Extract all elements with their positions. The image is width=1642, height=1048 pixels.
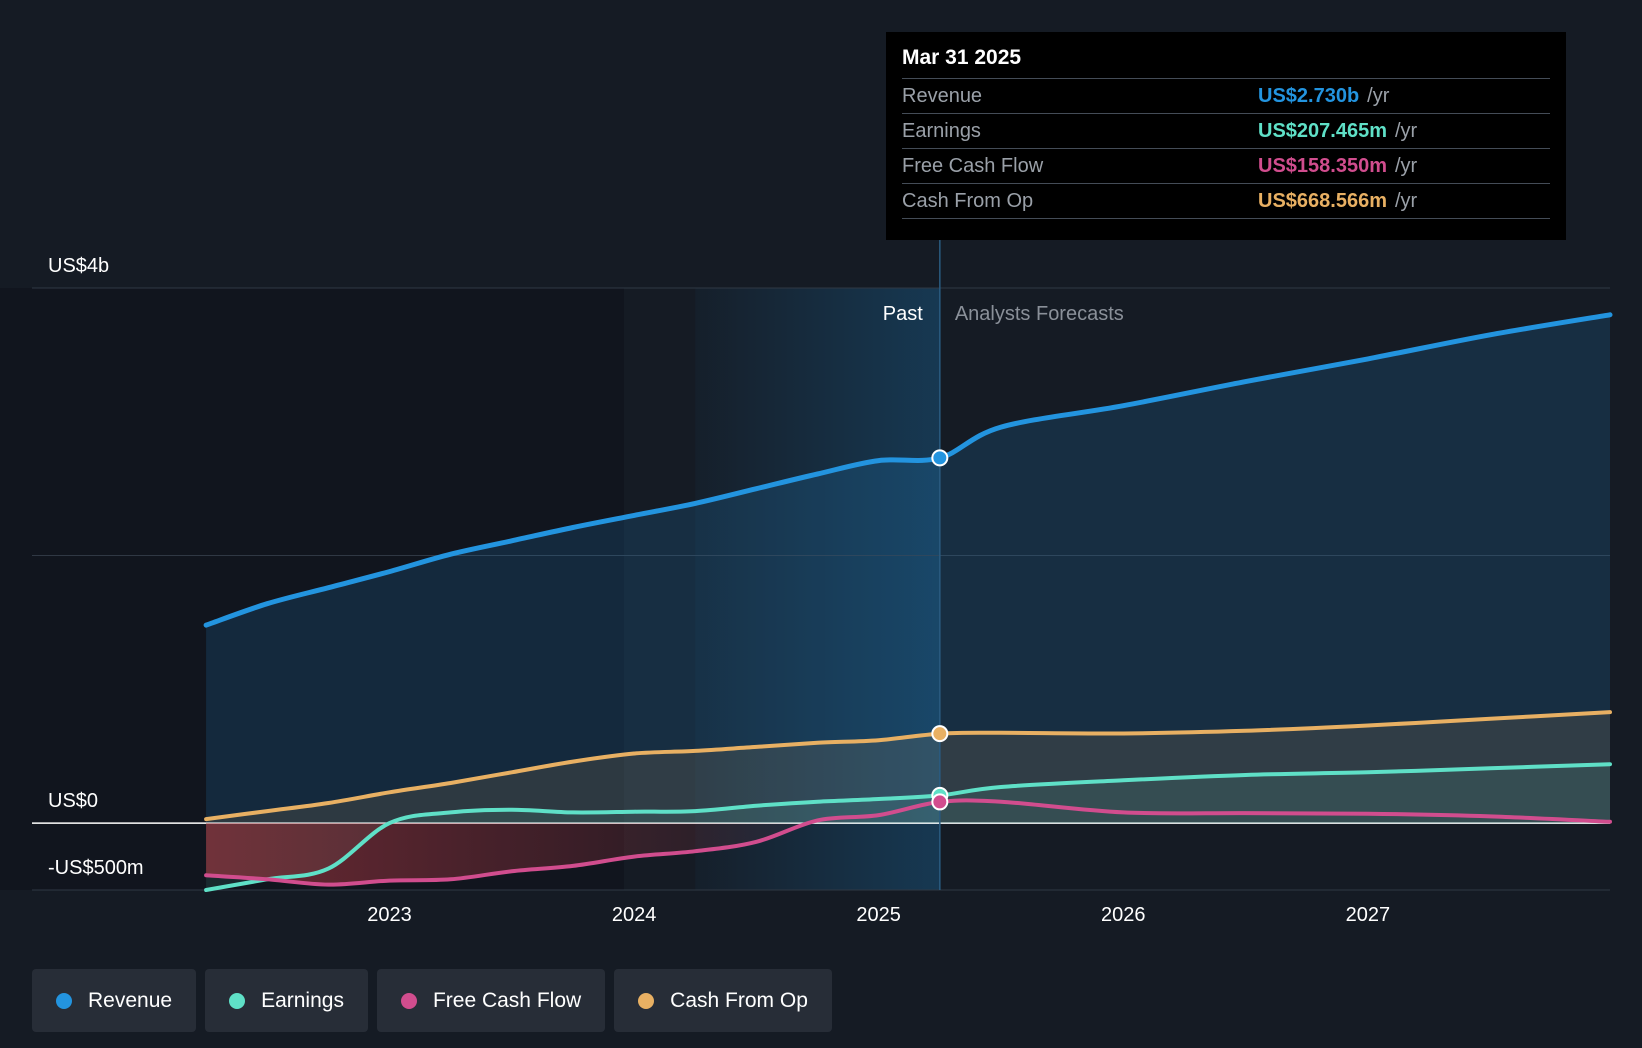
legend-item-cash-from-op[interactable]: Cash From Op: [614, 969, 832, 1032]
tooltip-unit: /yr: [1394, 119, 1418, 142]
pre-past-shade: [0, 288, 624, 890]
earnings-area: [206, 764, 1611, 890]
tooltip-unit: /yr: [1367, 84, 1390, 107]
tooltip-unit: /yr: [1394, 154, 1418, 177]
legend-item-earnings[interactable]: Earnings: [205, 969, 368, 1032]
revenue-dot-icon: [56, 992, 72, 1009]
tooltip-unit: /yr: [1394, 189, 1418, 212]
past-highlight-band: [695, 288, 940, 890]
revenue-line: [203, 312, 1613, 628]
tooltip: Mar 31 2025 Revenue US$2.730b /yr Earnin…: [886, 32, 1566, 240]
tooltip-label: Free Cash Flow: [902, 154, 1044, 177]
tooltip-date: Mar 31 2025: [902, 46, 1550, 79]
y-axis-label: -US$500m: [48, 857, 144, 879]
x-tick-label: 2025: [856, 904, 901, 926]
legend-item-free-cash-flow[interactable]: Free Cash Flow: [376, 969, 606, 1032]
legend-item-revenue[interactable]: Revenue: [32, 969, 197, 1032]
free-cash-flow-line: [204, 798, 1612, 887]
tooltip-row-revenue: Revenue US$2.730b /yr: [902, 79, 1550, 114]
free-cash-flow-dot-icon: [400, 992, 417, 1009]
tooltip-value: US$207.465m: [1258, 119, 1387, 142]
tooltip-label: Cash From Op: [902, 189, 1034, 212]
tooltip-row-free-cash-flow: Free Cash Flow US$158.350m /yr: [902, 149, 1550, 184]
revenue-marker: [931, 449, 949, 467]
tooltip-label: Revenue: [902, 84, 983, 107]
cash-from-op-line: [204, 710, 1612, 822]
cash-from-op-area: [206, 712, 1611, 824]
legend-label: Earnings: [261, 988, 344, 1012]
earnings-dot-icon: [229, 992, 246, 1009]
earnings-line: [204, 762, 1612, 892]
x-tick-label: 2023: [367, 904, 412, 926]
revenue-area: [206, 314, 1611, 824]
y-axis-label: US$4b: [48, 255, 109, 277]
tooltip-value: US$158.350m: [1258, 154, 1387, 177]
legend-label: Free Cash Flow: [432, 988, 582, 1012]
x-tick-label: 2026: [1101, 904, 1146, 926]
x-tick-label: 2027: [1346, 904, 1391, 926]
tooltip-row-cash-from-op: Cash From Op US$668.566m /yr: [902, 184, 1550, 219]
tooltip-label: Earnings: [902, 119, 981, 142]
legend-label: Cash From Op: [670, 988, 808, 1012]
forecast-label: Analysts Forecasts: [955, 303, 1124, 325]
tooltip-value: US$2.730b: [1258, 84, 1360, 107]
legend: Revenue Earnings Free Cash Flow Cash Fro…: [32, 969, 832, 1032]
tooltip-value: US$668.566m: [1258, 189, 1387, 212]
tooltip-row-earnings: Earnings US$207.465m /yr: [902, 114, 1550, 149]
y-axis-label: US$0: [48, 790, 98, 812]
cash-from-op-dot-icon: [638, 992, 655, 1009]
legend-label: Revenue: [88, 988, 173, 1012]
x-tick-label: 2024: [612, 904, 657, 926]
cash-from-op-marker: [931, 725, 949, 743]
free-cash-flow-marker: [931, 793, 949, 811]
past-label: Past: [883, 303, 923, 325]
